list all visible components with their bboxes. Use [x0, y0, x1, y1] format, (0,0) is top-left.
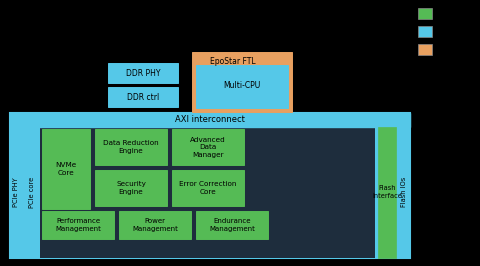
Bar [119, 211, 191, 239]
Bar [108, 87, 178, 107]
Text: Power
Management: Power Management [132, 218, 178, 232]
Bar [196, 211, 268, 239]
Bar [172, 129, 244, 165]
Text: PCIe core: PCIe core [28, 176, 35, 208]
Text: AXI interconnect: AXI interconnect [175, 115, 245, 124]
Text: Flash
Interface: Flash Interface [372, 185, 402, 199]
Bar [418, 44, 432, 55]
Text: Advanced
Data
Manager: Advanced Data Manager [190, 136, 226, 157]
Bar [10, 113, 410, 127]
Bar [10, 113, 410, 258]
Text: Security
Engine: Security Engine [116, 181, 146, 195]
Text: Performance
Management: Performance Management [55, 218, 101, 232]
Bar [25, 127, 38, 258]
Bar [172, 170, 244, 206]
Bar [378, 127, 396, 258]
Text: Error Correction
Core: Error Correction Core [180, 181, 237, 195]
Bar [40, 127, 375, 258]
Text: Data Reduction
Engine: Data Reduction Engine [103, 140, 159, 154]
Bar [42, 211, 114, 239]
Bar [192, 52, 292, 112]
Text: DDR PHY: DDR PHY [126, 69, 160, 77]
Text: NVMe
Core: NVMe Core [55, 162, 77, 176]
Bar [95, 170, 167, 206]
Bar [95, 129, 167, 165]
Text: Multi-CPU: Multi-CPU [223, 81, 261, 90]
Bar [196, 65, 288, 108]
Text: EpoStar FTL: EpoStar FTL [210, 56, 256, 65]
Text: PCIe PHY: PCIe PHY [13, 177, 20, 207]
Bar [418, 26, 432, 37]
Bar [418, 8, 432, 19]
Bar [108, 63, 178, 83]
Bar [397, 127, 410, 258]
Text: Flash IOs: Flash IOs [400, 177, 407, 207]
Bar [10, 127, 23, 258]
Text: Endurance
Management: Endurance Management [209, 218, 255, 232]
Bar [42, 129, 90, 209]
Text: DDR ctrl: DDR ctrl [127, 93, 159, 102]
